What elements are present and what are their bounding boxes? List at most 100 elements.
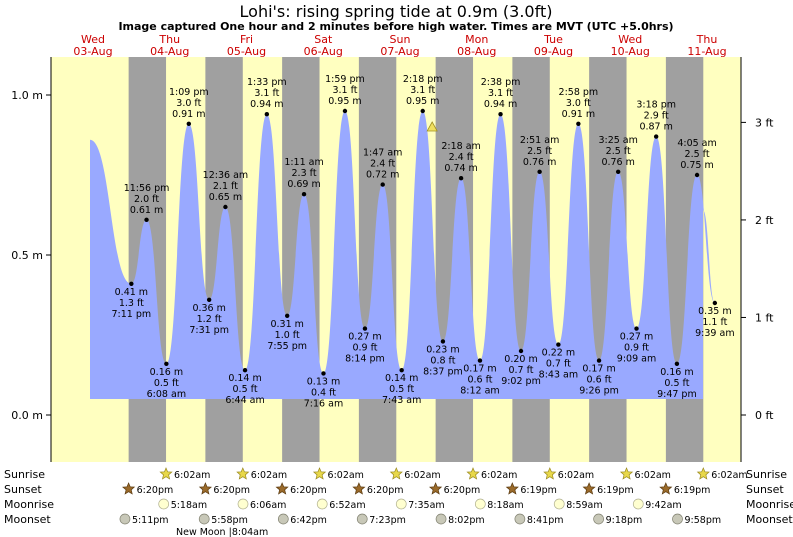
extreme-feet: 0.5 ft [389, 384, 414, 395]
extreme-time: 2:18 am [441, 141, 480, 152]
extreme-feet: 2.9 ft [644, 111, 669, 122]
day-weekday: Fri [240, 33, 253, 46]
extreme-point [712, 300, 718, 306]
extreme-time: 1:11 am [284, 157, 323, 168]
moonrise-icon [395, 498, 407, 510]
extreme-meters: 0.65 m [209, 192, 242, 203]
extreme-time: 7:43 am [382, 395, 421, 406]
extreme-meters: 0.91 m [172, 109, 205, 120]
sunset-icon [198, 482, 212, 495]
moonrise-icon [237, 498, 249, 510]
extreme-point [477, 358, 483, 363]
extreme-meters: 0.17 m [582, 364, 615, 375]
extreme-feet: 2.1 ft [213, 181, 238, 192]
extreme-feet: 2.3 ft [292, 168, 317, 179]
extreme-time: 2:58 pm [559, 87, 599, 98]
extreme-time: 9:39 am [695, 328, 734, 339]
extreme-time: 8:14 pm [345, 354, 385, 365]
extreme-time: 1:33 pm [247, 77, 287, 88]
extreme-point [653, 134, 659, 139]
moonset-time: 9:58pm [684, 515, 721, 526]
extreme-meters: 0.95 m [406, 96, 439, 107]
moonrise-time: 9:42am [645, 500, 681, 511]
day-weekday: Mon [465, 33, 488, 46]
extreme-point [458, 176, 464, 181]
sunset-time: 6:20pm [290, 485, 327, 496]
extreme-point [129, 281, 134, 286]
row-label-sunrise-left: Sunrise [4, 468, 45, 481]
moonset-time: 9:18pm [606, 515, 643, 526]
day-weekday: Wed [618, 33, 642, 46]
axes: 0.0 m 0.5 m 1.0 m 0 ft 1 ft 2 ft 3 ft [11, 57, 774, 462]
extreme-point [301, 192, 307, 197]
day-date: 07-Aug [380, 45, 419, 58]
y-tick-label-ft: 1 ft [755, 311, 774, 324]
moonrise-icon [553, 498, 565, 510]
extreme-feet: 3.1 ft [254, 88, 279, 99]
extreme-point [321, 371, 326, 376]
extreme-feet: 3.1 ft [488, 88, 513, 99]
extreme-point [615, 169, 621, 174]
extreme-meters: 0.16 m [150, 367, 183, 378]
day-weekday: Wed [81, 33, 105, 46]
extreme-point [164, 361, 169, 366]
day-date: 10-Aug [611, 45, 650, 58]
extreme-meters: 0.61 m [130, 205, 163, 216]
day-weekday: Sun [390, 33, 411, 46]
moonrise-time: 6:06am [250, 500, 286, 511]
moonrise-icon [158, 498, 170, 510]
moonrise-icon [632, 498, 644, 510]
day-weekday: Tue [543, 33, 563, 46]
moonrise-time: 5:18am [171, 500, 207, 511]
sunset-icon [352, 482, 366, 495]
day-weekday: Thu [696, 33, 718, 46]
moonset-time: 6:42pm [290, 515, 327, 526]
moonrise-time: 8:59am [566, 500, 602, 511]
sunrise-time: 6:02am [635, 470, 671, 481]
y-tick-label-ft: 2 ft [755, 214, 774, 227]
sunset-icon [505, 482, 519, 495]
moonrise-time: 6:52am [329, 500, 365, 511]
extreme-point [498, 112, 503, 117]
sunset-time: 6:19pm [597, 485, 634, 496]
extreme-meters: 0.27 m [620, 332, 653, 343]
sunrise-icon [619, 467, 634, 480]
extreme-meters: 0.23 m [426, 344, 459, 355]
extreme-time: 9:02 pm [501, 376, 541, 387]
extreme-meters: 0.20 m [504, 354, 537, 365]
extreme-meters: 0.76 m [523, 157, 556, 168]
y-tick-label-m: 1.0 m [11, 89, 43, 102]
extreme-feet: 1.2 ft [197, 314, 222, 325]
extreme-point [518, 348, 524, 354]
extreme-time: 2:18 pm [403, 74, 443, 85]
moonset-time: 8:41pm [527, 515, 564, 526]
extreme-feet: 1.1 ft [702, 317, 727, 328]
extreme-point [223, 204, 228, 210]
day-date: 05-Aug [227, 45, 266, 58]
moonset-icon [356, 513, 368, 525]
extreme-time: 4:05 am [677, 138, 716, 149]
extreme-time: 1:47 am [363, 148, 402, 159]
extreme-time: 9:09 am [617, 354, 656, 365]
extreme-meters: 0.41 m [115, 287, 148, 298]
extreme-feet: 2.5 ft [685, 149, 710, 160]
extreme-point [674, 361, 680, 366]
chart-subtitle: Image captured One hour and 2 minutes be… [118, 20, 673, 33]
row-label-moonset-left: Moonset [4, 513, 51, 526]
moon-phase-label: New Moon |8:04am [176, 527, 268, 537]
sunset-icon [275, 482, 289, 495]
sunset-icon [122, 482, 136, 495]
extreme-point [556, 342, 561, 347]
extreme-time: 6:44 am [225, 395, 264, 406]
sunrise-time: 6:02am [328, 470, 364, 481]
sunrise-time: 6:02am [711, 470, 747, 481]
extreme-labels: 0.41 m1.3 ft7:11 pm 11:56 pm2.0 ft0.61 m 0… [112, 74, 735, 409]
extreme-meters: 0.69 m [287, 179, 320, 190]
extreme-feet: 2.4 ft [370, 159, 395, 170]
extreme-point [440, 339, 446, 344]
extreme-point [186, 121, 192, 127]
extreme-feet: 0.9 ft [352, 343, 377, 354]
moonset-icon [435, 513, 447, 525]
extreme-time: 7:16 am [304, 398, 343, 409]
